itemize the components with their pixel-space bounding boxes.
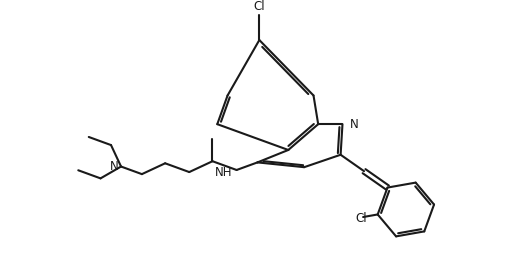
Text: NH: NH [215,166,233,179]
Text: Cl: Cl [355,212,366,224]
Text: N: N [350,118,358,131]
Text: N: N [110,160,119,173]
Text: Cl: Cl [253,1,265,13]
